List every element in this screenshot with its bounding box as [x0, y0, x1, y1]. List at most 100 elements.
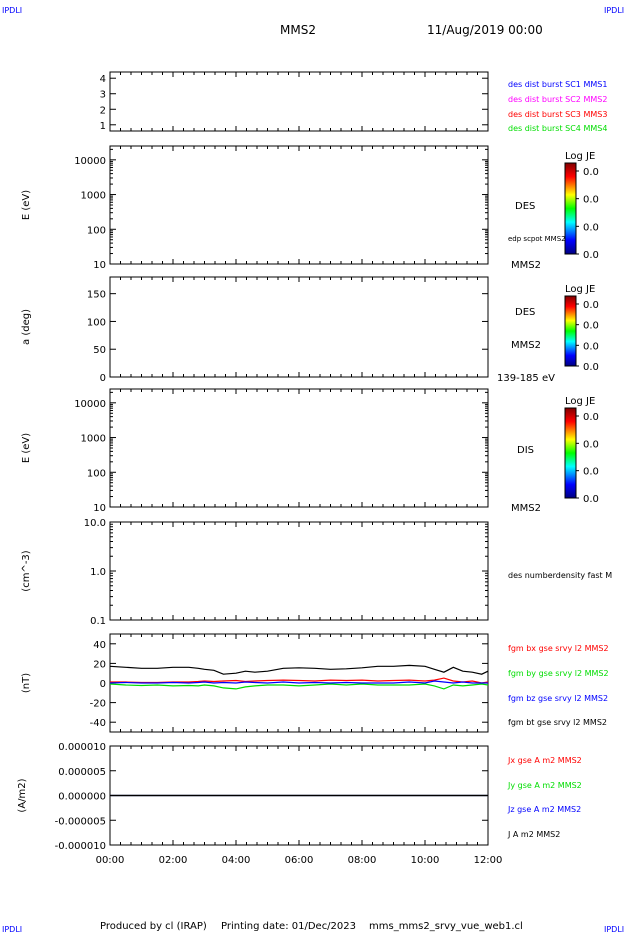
y-tick-label: -40 — [90, 718, 106, 729]
x-tick-label: 06:00 — [285, 855, 314, 866]
panel-frame — [109, 145, 489, 265]
y-tick-label: 0.000000 — [58, 792, 106, 803]
y-tick-label: 0.000010 — [58, 742, 106, 753]
y-tick-label: 1.0 — [90, 567, 106, 578]
y-tick-label: 10.0 — [84, 518, 106, 529]
corner-label-top-right: IPDLI — [604, 6, 624, 15]
panel-des-pitch-angle: 0 50 100 150 a (deg) DES MMS2 139-185 eV Log JE 0… — [21, 276, 599, 384]
colorbar-title: Log JE — [565, 151, 595, 162]
legend-entry: des dist burst SC4 MMS4 — [508, 124, 607, 133]
legend-entry: Jy gse A m2 MMS2 — [507, 781, 582, 790]
y-tick-label: 50 — [93, 345, 106, 356]
panel-frame — [109, 71, 489, 132]
colorbar — [564, 162, 577, 255]
y-tick-label: 40 — [93, 640, 106, 651]
y-tick-label: 4 — [100, 74, 106, 85]
panel-side-label: 139-185 eV — [497, 373, 555, 384]
colorbar-tick-label: 0.0 — [583, 300, 599, 311]
colorbar-title: Log JE — [565, 284, 595, 295]
colorbar — [564, 407, 577, 499]
legend-entry: Jz gse A m2 MMS2 — [507, 805, 581, 814]
legend-entry: fgm bt gse srvy l2 MMS2 — [508, 718, 607, 727]
panel-current-density: -0.000010 -0.000005 0.000000 0.000005 0.0000… — [17, 742, 582, 866]
series-line — [109, 664, 489, 675]
colorbar-tick-label: 0.0 — [583, 494, 599, 505]
colorbar-tick-label: 0.0 — [583, 321, 599, 332]
panel-side-label: MMS2 — [511, 340, 541, 351]
y-axis-label: E (eV) — [21, 433, 32, 463]
legend-entry: fgm bx gse srvy l2 MMS2 — [508, 644, 609, 653]
legend-entry: J A m2 MMS2 — [507, 830, 560, 839]
y-tick-label: 100 — [87, 317, 106, 328]
colorbar-tick-label: 0.0 — [583, 195, 599, 206]
y-tick-label: -0.000010 — [55, 841, 106, 852]
y-axis-label: a (deg) — [21, 309, 32, 345]
x-tick-label: 02:00 — [159, 855, 188, 866]
y-tick-label: 1000 — [81, 434, 106, 445]
y-tick-label: 150 — [87, 290, 106, 301]
y-tick-label: 0 — [100, 373, 106, 384]
colorbar-tick-label: 0.0 — [583, 341, 599, 352]
footer-printing-date: Printing date: 01/Dec/2023 — [221, 921, 356, 932]
y-tick-label: 3 — [100, 90, 106, 101]
x-tick-label: 08:00 — [348, 855, 377, 866]
colorbar-tick-label: 0.0 — [583, 167, 599, 178]
x-tick-label: 10:00 — [411, 855, 440, 866]
panel-density: 0.1 1.0 10.0 (cm^-3) des numberdensity fast … — [21, 518, 612, 627]
footer-produced-by: Produced by cl (IRAP) — [100, 921, 207, 932]
y-tick-label: 20 — [93, 659, 106, 670]
legend-entry: des dist burst SC2 MMS2 — [508, 95, 607, 104]
y-tick-label: 1000 — [81, 191, 106, 202]
x-tick-label: 00:00 — [96, 855, 125, 866]
y-tick-label: -20 — [90, 699, 106, 710]
legend-entry: des dist burst SC1 MMS1 — [508, 80, 607, 89]
corner-label-bottom-left: IPDLI — [2, 925, 22, 934]
x-tick-label: 12:00 — [474, 855, 503, 866]
corner-label-bottom-right: IPDLI — [604, 925, 624, 934]
y-tick-label: 100 — [87, 468, 106, 479]
panel-side-label: MMS2 — [511, 503, 541, 514]
legend-entry: fgm by gse srvy l2 MMS2 — [508, 669, 609, 678]
colorbar-tick-label: 0.0 — [583, 439, 599, 450]
colorbar-tick-label: 0.0 — [583, 250, 599, 261]
y-tick-label: 10 — [93, 503, 106, 514]
panel-frame — [109, 276, 489, 378]
panel-side-label: DES — [515, 307, 535, 318]
colorbar-tick-label: 0.0 — [583, 412, 599, 423]
panel-burst-availability: 1 2 3 4 des dist burst SC1 MMS1 des dist burs… — [100, 71, 607, 133]
panel-side-label: DIS — [517, 445, 534, 456]
colorbar-tick-label: 0.0 — [583, 362, 599, 373]
colorbar-title: Log JE — [565, 396, 595, 407]
panel-dis-energy: 10 100 1000 10000 E (eV) DIS MMS2 Log JE 0.0 0.0 0… — [21, 388, 599, 514]
legend-entry: des dist burst SC3 MMS3 — [508, 110, 607, 119]
panel-side-label: edp scpot MMS2 — [508, 235, 566, 243]
colorbar-tick-label: 0.0 — [583, 222, 599, 233]
x-tick-label: 04:00 — [222, 855, 251, 866]
series-line — [109, 683, 489, 690]
y-tick-label: 100 — [87, 225, 106, 236]
y-tick-label: 0.000005 — [58, 767, 106, 778]
y-tick-label: 10 — [93, 260, 106, 271]
colorbar-tick-label: 0.0 — [583, 467, 599, 478]
colorbar — [564, 295, 577, 367]
series-line — [110, 677, 489, 684]
y-tick-label: 10000 — [74, 399, 106, 410]
panel-frame — [109, 388, 489, 508]
legend-entry: des numberdensity fast M — [508, 571, 612, 580]
y-tick-label: 10000 — [74, 156, 106, 167]
datetime-title: 11/Aug/2019 00:00 — [427, 23, 543, 37]
panels: 1 2 3 4 des dist burst SC1 MMS1 des dist burs… — [17, 71, 612, 866]
y-tick-label: 0.1 — [90, 616, 106, 627]
footer-filename: mms_mms2_srvy_vue_web1.cl — [369, 921, 523, 932]
corner-label-top-left: IPDLI — [2, 6, 22, 15]
panel-frame — [109, 521, 489, 621]
panel-side-label: DES — [515, 201, 535, 212]
y-axis-label: E (eV) — [21, 190, 32, 220]
series-line — [109, 680, 488, 684]
y-tick-label: 1 — [100, 121, 106, 132]
y-axis-label: (cm^-3) — [21, 550, 32, 591]
spacecraft-title: MMS2 — [280, 23, 316, 37]
y-tick-label: -0.000005 — [55, 816, 106, 827]
y-tick-label: 2 — [100, 105, 106, 116]
